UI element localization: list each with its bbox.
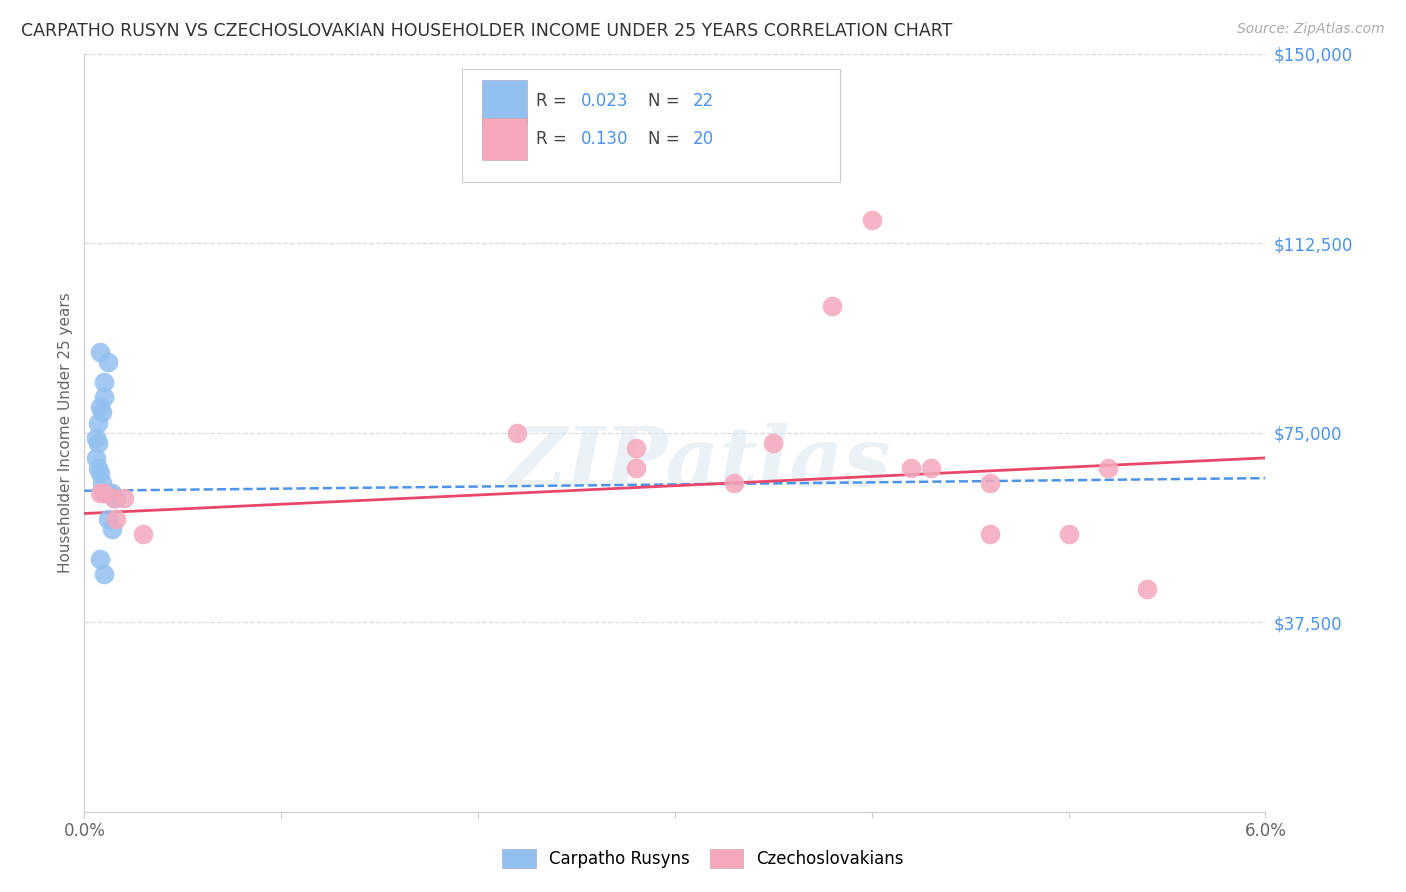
Text: ZIPatlas: ZIPatlas (506, 423, 891, 503)
Point (1136, 582, 1159, 597)
Text: 20: 20 (693, 130, 714, 148)
Point (860, 213, 883, 227)
FancyBboxPatch shape (463, 69, 841, 183)
Point (97, 511, 120, 525)
Point (89, 466, 111, 480)
Y-axis label: Householder Income Under 25 years: Householder Income Under 25 years (58, 293, 73, 573)
Point (1057, 526, 1080, 541)
Point (89, 344, 111, 359)
Text: R =: R = (536, 92, 571, 110)
Text: N =: N = (648, 92, 685, 110)
Legend: Carpatho Rusyns, Czechoslovakians: Carpatho Rusyns, Czechoslovakians (495, 842, 911, 875)
Point (112, 491, 135, 506)
FancyBboxPatch shape (482, 80, 527, 122)
Point (97, 486, 120, 500)
Point (979, 476, 1001, 491)
Point (104, 491, 127, 506)
Point (624, 461, 647, 475)
Text: Source: ZipAtlas.com: Source: ZipAtlas.com (1237, 22, 1385, 37)
Point (97, 355, 120, 369)
Point (101, 522, 124, 536)
Point (132, 526, 155, 541)
Point (101, 486, 124, 500)
Point (91, 405, 114, 419)
Point (91, 476, 114, 491)
Text: R =: R = (536, 130, 571, 148)
Point (89, 401, 111, 415)
Point (93, 375, 115, 389)
Point (89, 486, 111, 500)
Point (93, 567, 115, 582)
Point (87, 461, 110, 475)
Point (103, 491, 125, 506)
Point (84, 431, 107, 445)
Point (89, 552, 111, 566)
Point (104, 511, 127, 525)
Point (1097, 461, 1119, 475)
Text: 22: 22 (693, 92, 714, 110)
Point (93, 486, 115, 500)
Point (920, 461, 942, 475)
Point (624, 441, 647, 455)
Point (821, 299, 844, 313)
Point (103, 491, 125, 506)
Text: N =: N = (648, 130, 685, 148)
Point (979, 526, 1001, 541)
Point (93, 486, 115, 500)
Point (506, 425, 529, 440)
Text: 0.023: 0.023 (581, 92, 628, 110)
Point (762, 435, 785, 450)
Point (84, 450, 107, 465)
Point (900, 461, 922, 475)
Point (87, 416, 110, 430)
Text: 0.130: 0.130 (581, 130, 628, 148)
Point (87, 435, 110, 450)
Point (723, 476, 745, 491)
Point (93, 390, 115, 404)
Text: CARPATHO RUSYN VS CZECHOSLOVAKIAN HOUSEHOLDER INCOME UNDER 25 YEARS CORRELATION : CARPATHO RUSYN VS CZECHOSLOVAKIAN HOUSEH… (21, 22, 952, 40)
FancyBboxPatch shape (482, 118, 527, 160)
